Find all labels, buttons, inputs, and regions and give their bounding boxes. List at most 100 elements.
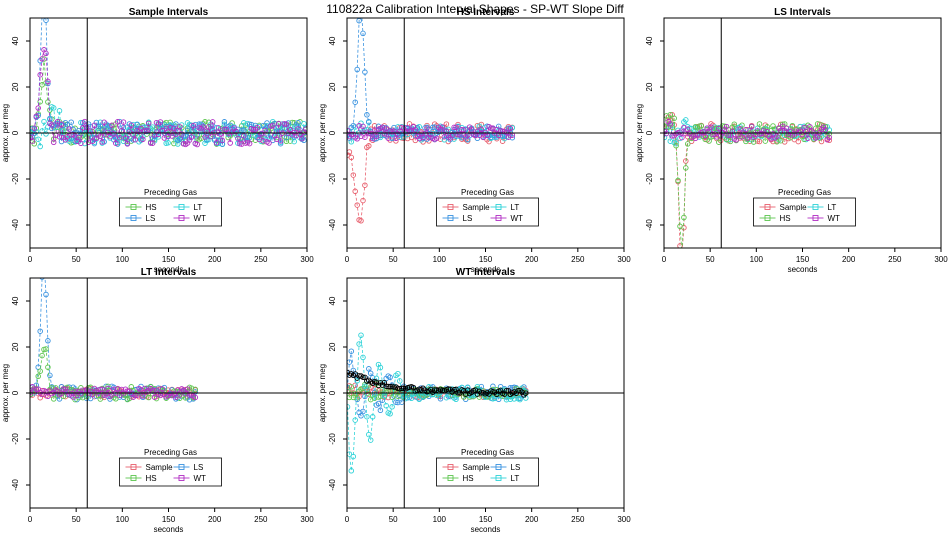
data-point bbox=[37, 328, 43, 334]
x-tick-label: 300 bbox=[934, 255, 948, 264]
data-point bbox=[188, 134, 195, 140]
data-point bbox=[358, 133, 364, 140]
y-tick-label: 0 bbox=[328, 390, 337, 395]
x-tick-label: 50 bbox=[389, 255, 398, 264]
data-point bbox=[367, 437, 374, 443]
data-point bbox=[683, 130, 689, 137]
data-point bbox=[97, 386, 104, 393]
data-point bbox=[66, 126, 72, 132]
data-point bbox=[805, 135, 811, 142]
data-point bbox=[270, 122, 276, 129]
legend-marker bbox=[495, 204, 502, 210]
data-point bbox=[783, 125, 790, 131]
data-point bbox=[41, 118, 47, 125]
data-point bbox=[178, 131, 185, 137]
data-point bbox=[43, 291, 49, 298]
legend-label: LT bbox=[828, 203, 837, 212]
data-point bbox=[289, 119, 295, 126]
legend-label: WT bbox=[828, 214, 841, 223]
data-point bbox=[675, 177, 681, 184]
legend-marker bbox=[130, 475, 137, 481]
data-point bbox=[795, 138, 802, 145]
data-point bbox=[680, 252, 685, 257]
x-tick-label: 300 bbox=[300, 255, 314, 264]
y-tick-label: -20 bbox=[328, 433, 337, 445]
data-point bbox=[360, 197, 366, 204]
data-point bbox=[50, 396, 57, 402]
data-point bbox=[367, 370, 374, 377]
data-point bbox=[348, 468, 355, 474]
data-point bbox=[696, 123, 703, 129]
legend-title: Preceding Gas bbox=[461, 448, 514, 457]
y-tick-label: -40 bbox=[328, 219, 337, 231]
x-tick-label: 250 bbox=[571, 255, 585, 264]
data-point bbox=[241, 127, 247, 133]
data-point bbox=[165, 133, 171, 140]
data-point bbox=[402, 129, 409, 135]
x-tick-label: 0 bbox=[345, 255, 350, 264]
series-line bbox=[30, 278, 196, 401]
legend-label: HS bbox=[780, 214, 791, 223]
data-point bbox=[459, 127, 465, 133]
data-point bbox=[277, 138, 284, 144]
data-point bbox=[39, 278, 45, 280]
data-point bbox=[366, 143, 372, 149]
data-point bbox=[287, 138, 294, 144]
data-point bbox=[826, 127, 833, 133]
data-point bbox=[488, 125, 494, 131]
data-point bbox=[679, 134, 685, 141]
x-tick-label: 300 bbox=[300, 515, 314, 524]
data-point bbox=[509, 134, 516, 141]
data-point bbox=[677, 243, 683, 248]
data-point bbox=[373, 133, 380, 140]
data-point bbox=[764, 128, 770, 135]
data-point bbox=[219, 137, 226, 144]
data-point bbox=[358, 218, 364, 224]
data-point bbox=[383, 383, 389, 389]
data-point bbox=[762, 138, 769, 144]
x-tick-label: 150 bbox=[479, 255, 493, 264]
data-point bbox=[45, 80, 51, 87]
data-point bbox=[78, 140, 84, 147]
data-point bbox=[85, 139, 92, 145]
x-tick-label: 250 bbox=[888, 255, 902, 264]
data-point bbox=[283, 121, 290, 128]
data-point bbox=[124, 141, 131, 147]
data-point bbox=[379, 124, 386, 131]
x-axis-label: seconds bbox=[154, 265, 184, 274]
series-LS bbox=[30, 278, 199, 403]
series-LS bbox=[30, 18, 307, 147]
data-point bbox=[151, 394, 158, 400]
data-point bbox=[56, 134, 63, 140]
data-point bbox=[268, 131, 274, 138]
data-point bbox=[756, 121, 763, 127]
legend-marker bbox=[764, 204, 771, 210]
data-point bbox=[140, 136, 146, 143]
data-point bbox=[431, 124, 438, 130]
data-point bbox=[50, 139, 57, 146]
data-point bbox=[270, 137, 276, 144]
data-point bbox=[37, 72, 43, 78]
data-point bbox=[677, 129, 683, 135]
legend-label: LS bbox=[194, 463, 204, 472]
data-point bbox=[101, 119, 107, 125]
data-point bbox=[383, 125, 389, 132]
legend-marker bbox=[130, 464, 137, 470]
data-point bbox=[395, 393, 401, 399]
data-point bbox=[235, 135, 241, 142]
data-point bbox=[768, 136, 774, 142]
data-point bbox=[105, 383, 111, 390]
y-tick-label: 0 bbox=[11, 390, 20, 395]
x-tick-label: 250 bbox=[571, 515, 585, 524]
y-tick-label: 40 bbox=[328, 36, 337, 45]
legend-label: Sample bbox=[463, 203, 491, 212]
data-point bbox=[200, 124, 206, 130]
data-point bbox=[385, 383, 391, 390]
data-point bbox=[149, 124, 156, 130]
x-tick-label: 200 bbox=[842, 255, 856, 264]
data-point bbox=[424, 125, 430, 131]
data-point bbox=[107, 133, 113, 140]
